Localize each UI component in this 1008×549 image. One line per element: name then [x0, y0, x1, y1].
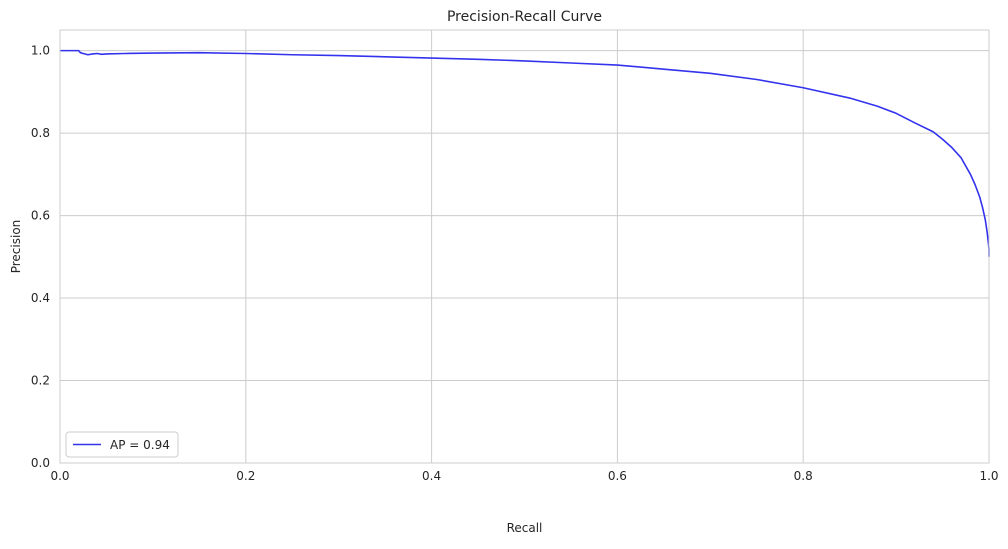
y-axis-label: Precision	[9, 220, 23, 274]
chart-title: Precision-Recall Curve	[447, 9, 602, 25]
x-tick-label: 0.2	[236, 469, 255, 483]
tick-layer: 0.0 0.2 0.4 0.6 0.8 1.0 0.0 0.2 0.4 0.6 0.8 1.0	[31, 44, 999, 483]
x-tick-label: 1.0	[979, 469, 998, 483]
plot-background	[60, 30, 989, 463]
y-tick-label: 0.6	[31, 209, 50, 223]
x-tick-label: 0.6	[608, 469, 627, 483]
legend: AP = 0.94	[65, 431, 179, 458]
series-layer	[60, 49, 990, 257]
legend-box	[65, 431, 179, 458]
y-tick-label: 1.0	[31, 44, 50, 58]
y-tick-label: 0.2	[31, 374, 50, 388]
series-line-0	[60, 49, 990, 257]
plot-frame	[59, 29, 990, 464]
y-tick-label: 0.0	[31, 456, 50, 470]
legend-label: AP = 0.94	[110, 438, 170, 452]
x-tick-label: 0.0	[50, 469, 69, 483]
y-tick-label: 0.4	[31, 291, 50, 305]
x-axis-label: Recall	[507, 521, 543, 535]
y-tick-label: 0.8	[31, 126, 50, 140]
x-tick-label: 0.8	[794, 469, 813, 483]
x-tick-label: 0.4	[422, 469, 441, 483]
